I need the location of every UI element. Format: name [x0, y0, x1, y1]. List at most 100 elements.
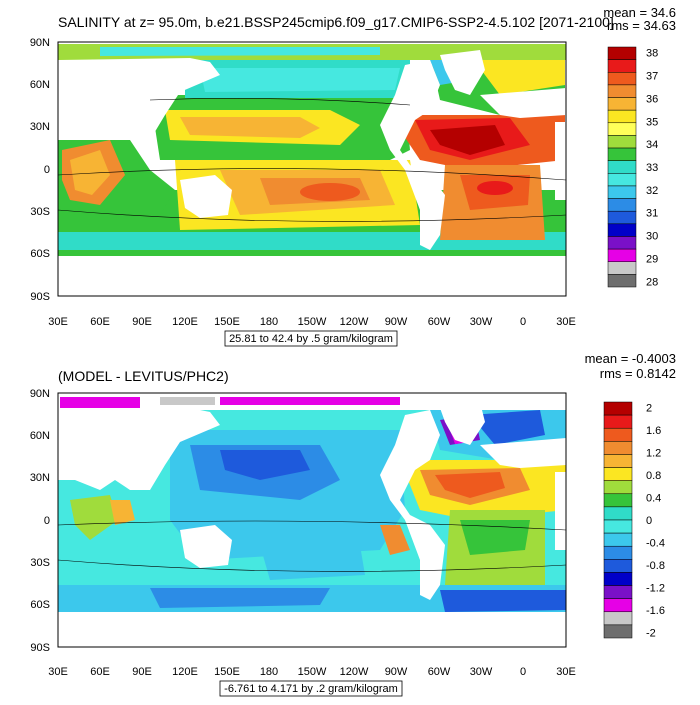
colorbar-swatch [607, 223, 637, 237]
salinity-map-figure: SALINITY at z= 95.0m, b.e21.BSSP245cmip6… [30, 5, 676, 347]
colorbar-swatch [603, 467, 633, 481]
lon-tick-label: 150W [298, 666, 327, 678]
lon-tick-label: 0 [520, 316, 526, 328]
colorbar-label: 31 [646, 208, 658, 220]
lon-tick-label: 120W [340, 316, 369, 328]
salinity-map [58, 42, 566, 296]
colorbar-label: 0.8 [646, 470, 661, 482]
lon-tick-label: 180 [260, 316, 278, 328]
colorbar-swatch [603, 624, 633, 639]
colorbar-swatch [607, 122, 637, 136]
lon-tick-label: 90E [132, 666, 152, 678]
mean-value: mean = 34.6 [603, 5, 676, 20]
colorbar-labels: 38 37 36 35 34 33 32 31 30 29 28 [646, 48, 658, 289]
colorbar-label: 37 [646, 71, 658, 83]
colorbar-swatch [607, 248, 637, 262]
colorbar-swatch [603, 441, 633, 455]
mean-value: mean = -0.4003 [585, 351, 676, 366]
colorbar-label: 0 [646, 515, 652, 527]
colorbar-swatch [607, 135, 637, 149]
colorbar-label: -0.4 [646, 537, 665, 549]
colorbar-label: 29 [646, 253, 658, 265]
lat-tick-label: 60N [30, 430, 50, 442]
colorbar-swatch [603, 611, 633, 626]
lat-tick-label: 0 [44, 164, 50, 176]
colorbar-label: -1.6 [646, 605, 665, 617]
longitude-axis: 30E 60E 90E 120E 150E 180 150W 120W 90W … [48, 666, 576, 678]
colorbar-swatch [607, 109, 637, 124]
lat-tick-label: 90S [30, 642, 50, 654]
lon-tick-label: 120E [172, 666, 198, 678]
latitude-axis: 90N 60N 30N 0 30S 60S 90S [30, 37, 50, 303]
colorbar-label: 1.6 [646, 425, 661, 437]
colorbar-swatch [607, 160, 637, 174]
colorbar-swatch [607, 84, 637, 98]
colorbar-swatch [603, 572, 633, 586]
lon-tick-label: 60W [428, 316, 451, 328]
colorbar-label: 38 [646, 48, 658, 60]
lon-tick-label: 150E [214, 316, 240, 328]
lon-tick-label: 60E [90, 666, 110, 678]
lon-tick-label: 180 [260, 666, 278, 678]
colorbar-swatch [603, 401, 633, 416]
range-label: -6.761 to 4.171 by .2 gram/kilogram [224, 683, 398, 695]
colorbar-label: 30 [646, 231, 658, 243]
lon-tick-label: 90W [385, 316, 408, 328]
colorbar-swatch [607, 274, 637, 288]
salinity-panel: SALINITY at z= 95.0m, b.e21.BSSP245cmip6… [0, 0, 700, 350]
lat-tick-label: 90S [30, 291, 50, 303]
colorbar-label: 32 [646, 185, 658, 197]
colorbar-swatch [607, 72, 637, 86]
lat-tick-label: 30N [30, 472, 50, 484]
panel-title: SALINITY at z= 95.0m, b.e21.BSSP245cmip6… [58, 14, 614, 30]
colorbar-swatch [603, 454, 633, 468]
lon-tick-label: 30E [556, 316, 576, 328]
lat-tick-label: 60S [30, 248, 50, 260]
colorbar-swatch [607, 185, 637, 199]
colorbar-swatch [603, 519, 633, 534]
colorbar-swatch [607, 46, 637, 60]
colorbar-label: 35 [646, 116, 658, 128]
colorbar-label: 1.2 [646, 448, 661, 460]
colorbar [603, 401, 633, 639]
colorbar-swatch [607, 173, 637, 187]
colorbar-swatch [607, 59, 637, 73]
lon-tick-label: 30E [556, 666, 576, 678]
panel-title: (MODEL - LEVITUS/PHC2) [58, 368, 229, 384]
colorbar [607, 46, 637, 288]
lat-tick-label: 30S [30, 206, 50, 218]
lat-tick-label: 60N [30, 79, 50, 91]
colorbar-swatch [603, 532, 633, 547]
lon-tick-label: 150E [214, 666, 240, 678]
colorbar-swatch [607, 198, 637, 212]
lat-tick-label: 0 [44, 515, 50, 527]
lon-tick-label: 60E [90, 316, 110, 328]
colorbar-label: 28 [646, 276, 658, 288]
colorbar-label: 36 [646, 93, 658, 105]
colorbar-swatch [603, 414, 633, 429]
difference-map [58, 393, 566, 647]
colorbar-swatch [603, 598, 633, 613]
rms-value: rms = 34.63 [607, 18, 676, 33]
colorbar-label: 34 [646, 139, 658, 151]
lat-tick-label: 90N [30, 37, 50, 49]
lon-tick-label: 120W [340, 666, 369, 678]
lon-tick-label: 150W [298, 316, 327, 328]
difference-panel: (MODEL - LEVITUS/PHC2) mean = -0.4003 rm… [0, 350, 700, 700]
colorbar-label: -2 [646, 627, 656, 639]
colorbar-swatch [607, 97, 637, 111]
colorbar-labels: 2 1.6 1.2 0.8 0.4 0 -0.4 -0.8 -1.2 -1.6 -2 [646, 403, 665, 640]
lat-tick-label: 30N [30, 121, 50, 133]
colorbar-swatch [603, 427, 633, 442]
lon-tick-label: 30E [48, 666, 68, 678]
colorbar-label: -1.2 [646, 582, 665, 594]
lat-tick-label: 30S [30, 557, 50, 569]
lon-tick-label: 30W [470, 316, 493, 328]
colorbar-label: 2 [646, 403, 652, 415]
colorbar-swatch [607, 236, 637, 250]
difference-map-figure: (MODEL - LEVITUS/PHC2) mean = -0.4003 rm… [30, 351, 676, 697]
lon-tick-label: 120E [172, 316, 198, 328]
colorbar-swatch [607, 261, 637, 275]
colorbar-swatch [603, 559, 633, 573]
colorbar-swatch [607, 210, 637, 225]
